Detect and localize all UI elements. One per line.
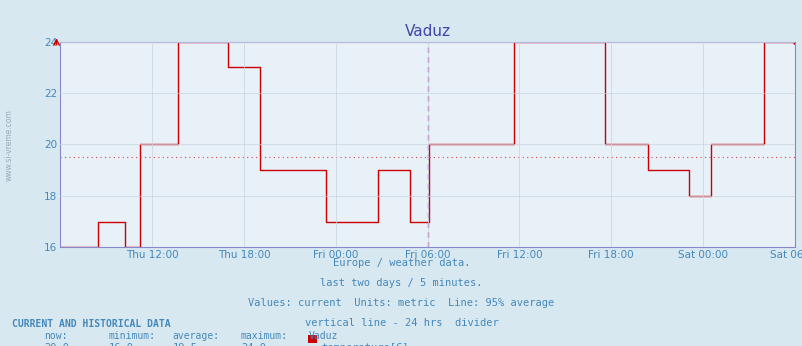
Text: now:: now: — [44, 331, 67, 342]
Text: temperature[C]: temperature[C] — [321, 343, 408, 346]
Text: Values: current  Units: metric  Line: 95% average: Values: current Units: metric Line: 95% … — [248, 298, 554, 308]
Text: vertical line - 24 hrs  divider: vertical line - 24 hrs divider — [304, 318, 498, 328]
Text: minimum:: minimum: — [108, 331, 156, 342]
Text: www.si-vreme.com: www.si-vreme.com — [5, 109, 14, 181]
Text: Vaduz: Vaduz — [309, 331, 338, 342]
Text: Europe / weather data.: Europe / weather data. — [332, 258, 470, 268]
Title: Vaduz: Vaduz — [404, 24, 450, 39]
Text: 20.0: 20.0 — [44, 343, 69, 346]
Text: 24.0: 24.0 — [241, 343, 265, 346]
Text: last two days / 5 minutes.: last two days / 5 minutes. — [320, 278, 482, 288]
Text: maximum:: maximum: — [241, 331, 288, 342]
Text: CURRENT AND HISTORICAL DATA: CURRENT AND HISTORICAL DATA — [12, 319, 171, 329]
Text: 19.5: 19.5 — [172, 343, 197, 346]
Text: average:: average: — [172, 331, 220, 342]
Text: 16.0: 16.0 — [108, 343, 133, 346]
